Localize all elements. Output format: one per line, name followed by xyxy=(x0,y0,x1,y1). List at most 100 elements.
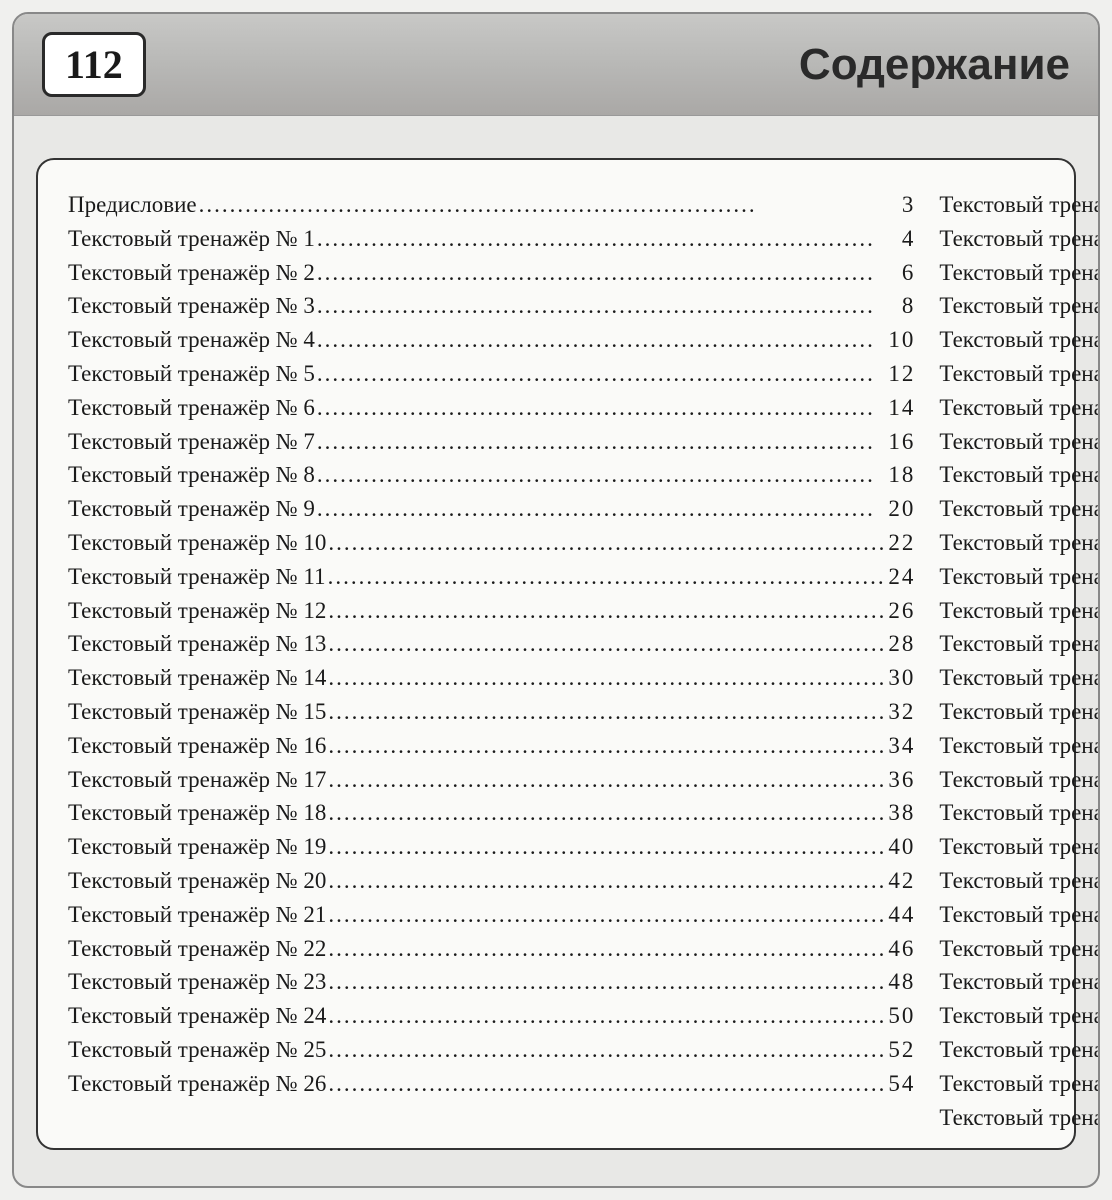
toc-page: 12 xyxy=(888,357,915,391)
toc-page: 26 xyxy=(888,594,915,628)
toc-label: Текстовый тренажёр № 10 xyxy=(68,526,326,560)
toc-row: Текстовый тренажёр № 25 ................… xyxy=(68,1033,915,1067)
toc-row: Текстовый тренажёр № 49 ................… xyxy=(939,932,1100,966)
toc-row: Текстовый тренажёр № 16 ................… xyxy=(68,729,915,763)
toc-label: Предисловие xyxy=(68,188,197,222)
toc-label: Текстовый тренажёр № 20 xyxy=(68,864,326,898)
toc-row: Текстовый тренажёр № 42 ................… xyxy=(939,695,1100,729)
toc-row: Текстовый тренажёр № 39 ................… xyxy=(939,594,1100,628)
toc-label: Текстовый тренажёр № 8 xyxy=(68,458,315,492)
toc-row: Текстовый тренажёр № 30 ................… xyxy=(939,289,1100,323)
toc-row: Текстовый тренажёр № 54 ................… xyxy=(939,1101,1100,1135)
toc-dots: ........................................… xyxy=(315,391,889,425)
toc-row: Текстовый тренажёр № 8 .................… xyxy=(68,458,915,492)
page-number-box: 112 xyxy=(42,32,146,97)
toc-row: Текстовый тренажёр № 20 ................… xyxy=(68,864,915,898)
toc-label: Текстовый тренажёр № 41 xyxy=(939,661,1100,695)
toc-label: Текстовый тренажёр № 47 xyxy=(939,864,1100,898)
toc-page: 30 xyxy=(888,661,915,695)
toc-row: Текстовый тренажёр № 10 ................… xyxy=(68,526,915,560)
toc-page: 48 xyxy=(888,965,915,999)
toc-dots: ........................................… xyxy=(326,864,888,898)
toc-label: Текстовый тренажёр № 48 xyxy=(939,898,1100,932)
toc-dots: ........................................… xyxy=(326,999,888,1033)
toc-dots: ........................................… xyxy=(326,1067,888,1101)
toc-row: Текстовый тренажёр № 29 ................… xyxy=(939,256,1100,290)
toc-page: 10 xyxy=(888,323,915,357)
toc-columns: Предисловие ............................… xyxy=(68,188,1044,1120)
toc-label: Текстовый тренажёр № 27 xyxy=(939,188,1100,222)
toc-label: Текстовый тренажёр № 1 xyxy=(68,222,315,256)
toc-dots: ........................................… xyxy=(315,357,889,391)
toc-page: 20 xyxy=(888,492,915,526)
toc-label: Текстовый тренажёр № 2 xyxy=(68,256,315,290)
toc-row: Текстовый тренажёр № 45 ................… xyxy=(939,796,1100,830)
toc-row: Текстовый тренажёр № 13 ................… xyxy=(68,627,915,661)
toc-label: Текстовый тренажёр № 14 xyxy=(68,661,326,695)
toc-row: Текстовый тренажёр № 23 ................… xyxy=(68,965,915,999)
toc-label: Текстовый тренажёр № 31 xyxy=(939,323,1100,357)
toc-row: Текстовый тренажёр № 36 ................… xyxy=(939,492,1100,526)
toc-row: Текстовый тренажёр № 38 ................… xyxy=(939,560,1100,594)
toc-label: Текстовый тренажёр № 50 xyxy=(939,965,1100,999)
toc-label: Текстовый тренажёр № 49 xyxy=(939,932,1100,966)
toc-dots: ........................................… xyxy=(326,627,888,661)
toc-row: Текстовый тренажёр № 11 ................… xyxy=(68,560,915,594)
toc-label: Текстовый тренажёр № 25 xyxy=(68,1033,326,1067)
toc-dots: ........................................… xyxy=(326,594,888,628)
toc-row: Текстовый тренажёр № 51 ................… xyxy=(939,999,1100,1033)
toc-label: Текстовый тренажёр № 28 xyxy=(939,222,1100,256)
toc-row: Текстовый тренажёр № 33 ................… xyxy=(939,391,1100,425)
toc-page: 8 xyxy=(902,289,916,323)
toc-label: Текстовый тренажёр № 32 xyxy=(939,357,1100,391)
toc-label: Текстовый тренажёр № 17 xyxy=(68,763,326,797)
toc-row: Текстовый тренажёр № 35 ................… xyxy=(939,458,1100,492)
toc-label: Текстовый тренажёр № 40 xyxy=(939,627,1100,661)
toc-page: 32 xyxy=(888,695,915,729)
toc-label: Текстовый тренажёр № 26 xyxy=(68,1067,326,1101)
toc-row: Текстовый тренажёр № 53 ................… xyxy=(939,1067,1100,1101)
toc-row: Текстовый тренажёр № 9 .................… xyxy=(68,492,915,526)
toc-label: Текстовый тренажёр № 42 xyxy=(939,695,1100,729)
header: 112 Содержание xyxy=(14,14,1098,116)
page-number: 112 xyxy=(65,42,123,87)
toc-page: 18 xyxy=(888,458,915,492)
toc-page: 3 xyxy=(902,188,916,222)
toc-label: Текстовый тренажёр № 39 xyxy=(939,594,1100,628)
toc-row: Текстовый тренажёр № 18 ................… xyxy=(68,796,915,830)
toc-dots: ........................................… xyxy=(326,965,888,999)
toc-label: Текстовый тренажёр № 54 xyxy=(939,1101,1100,1135)
toc-dots: ........................................… xyxy=(315,425,889,459)
toc-dots: ........................................… xyxy=(326,729,888,763)
toc-dots: ........................................… xyxy=(326,830,888,864)
toc-row: Текстовый тренажёр № 12 ................… xyxy=(68,594,915,628)
toc-page: 52 xyxy=(888,1033,915,1067)
toc-label: Текстовый тренажёр № 29 xyxy=(939,256,1100,290)
toc-label: Текстовый тренажёр № 9 xyxy=(68,492,315,526)
toc-row: Текстовый тренажёр № 46 ................… xyxy=(939,830,1100,864)
toc-row: Текстовый тренажёр № 3 .................… xyxy=(68,289,915,323)
toc-label: Текстовый тренажёр № 33 xyxy=(939,391,1100,425)
toc-label: Текстовый тренажёр № 44 xyxy=(939,763,1100,797)
toc-label: Текстовый тренажёр № 53 xyxy=(939,1067,1100,1101)
toc-page: 50 xyxy=(888,999,915,1033)
toc-label: Текстовый тренажёр № 13 xyxy=(68,627,326,661)
toc-page: 34 xyxy=(888,729,915,763)
toc-row: Текстовый тренажёр № 5 .................… xyxy=(68,357,915,391)
toc-row: Текстовый тренажёр № 24 ................… xyxy=(68,999,915,1033)
toc-page: 42 xyxy=(888,864,915,898)
toc-label: Текстовый тренажёр № 34 xyxy=(939,425,1100,459)
toc-row: Предисловие ............................… xyxy=(68,188,915,222)
toc-row: Текстовый тренажёр № 34 ................… xyxy=(939,425,1100,459)
toc-page: 40 xyxy=(888,830,915,864)
toc-label: Текстовый тренажёр № 18 xyxy=(68,796,326,830)
toc-label: Текстовый тренажёр № 21 xyxy=(68,898,326,932)
toc-row: Текстовый тренажёр № 1 .................… xyxy=(68,222,915,256)
toc-row: Текстовый тренажёр № 48 ................… xyxy=(939,898,1100,932)
toc-label: Текстовый тренажёр № 19 xyxy=(68,830,326,864)
toc-dots: ........................................… xyxy=(326,526,888,560)
toc-row: Текстовый тренажёр № 19 ................… xyxy=(68,830,915,864)
toc-label: Текстовый тренажёр № 35 xyxy=(939,458,1100,492)
toc-row: Текстовый тренажёр № 21 ................… xyxy=(68,898,915,932)
toc-page: 6 xyxy=(902,256,916,290)
